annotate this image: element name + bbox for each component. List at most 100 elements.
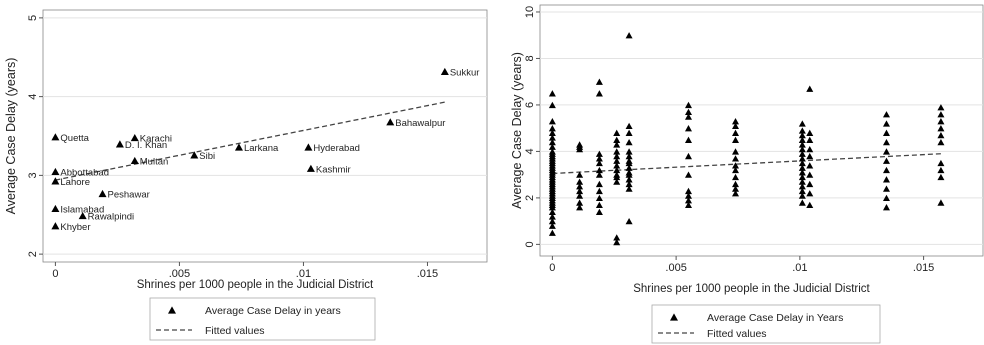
y-tick-label: 4 xyxy=(524,148,536,154)
data-point xyxy=(613,238,621,246)
legend-triangle-icon xyxy=(670,313,678,321)
data-point xyxy=(548,134,556,141)
data-point xyxy=(595,166,603,174)
data-point xyxy=(548,204,556,211)
point-label: Sukkur xyxy=(450,67,480,78)
point-label: Abbottabad xyxy=(60,167,109,178)
data-point xyxy=(576,204,584,211)
data-point xyxy=(386,118,395,126)
data-point xyxy=(806,180,814,188)
data-point xyxy=(684,187,692,195)
point-label: Islamabad xyxy=(60,204,104,215)
data-point xyxy=(613,129,621,136)
point-label: Sibi xyxy=(199,151,215,162)
data-point xyxy=(613,157,621,164)
data-point xyxy=(732,122,740,130)
data-point xyxy=(798,183,806,190)
x-tick-label: 0 xyxy=(549,262,555,274)
data-point xyxy=(548,217,556,225)
data-point xyxy=(130,156,139,165)
point-label: Rawalpindi xyxy=(88,212,134,223)
data-point xyxy=(732,155,740,162)
point-label: Quetta xyxy=(60,133,89,144)
data-point xyxy=(806,85,814,92)
data-point xyxy=(882,157,890,164)
data-point xyxy=(234,143,243,151)
data-point xyxy=(798,145,806,153)
data-point xyxy=(882,185,890,192)
x-tick-label: .005 xyxy=(665,262,686,274)
legend-label: Average Case Delay in years xyxy=(205,305,341,317)
data-point xyxy=(595,155,603,162)
data-point xyxy=(684,136,692,143)
data-point xyxy=(595,201,603,209)
data-point xyxy=(78,211,87,220)
data-point xyxy=(732,118,740,125)
data-point xyxy=(806,201,814,209)
data-point xyxy=(576,183,584,190)
data-point xyxy=(806,190,814,197)
left-scatter-chart: 2 3 4 5 0 .005 .01 .015 Shrines per 1000 people … xyxy=(4,9,488,341)
data-point xyxy=(806,145,814,153)
data-point xyxy=(625,185,633,192)
data-point xyxy=(732,136,740,143)
right-scatter-chart: 0 2 4 6 8 10 0 .005 .01 .015 Shrines per 1000 peop… xyxy=(510,4,984,344)
data-point xyxy=(798,169,806,176)
data-point xyxy=(576,145,584,153)
data-point xyxy=(576,192,584,199)
data-point xyxy=(51,177,60,185)
data-point xyxy=(684,192,692,199)
data-point xyxy=(548,138,556,146)
fitted-line xyxy=(55,101,445,181)
data-point xyxy=(595,90,603,97)
data-point xyxy=(732,173,740,181)
legend-triangle-icon xyxy=(168,306,176,314)
data-point xyxy=(937,104,945,111)
data-point xyxy=(937,159,945,167)
data-point xyxy=(684,125,692,132)
data-point xyxy=(115,140,124,148)
data-point xyxy=(937,125,945,132)
data-point xyxy=(798,192,806,199)
point-label: Multan xyxy=(140,156,169,167)
data-point xyxy=(798,187,806,195)
legend-box xyxy=(149,297,376,341)
plot-area xyxy=(42,9,488,263)
y-axis-label: Average Case Delay (years) xyxy=(4,58,18,215)
point-label: D. I. Khan xyxy=(125,140,167,151)
data-point xyxy=(798,120,806,127)
x-axis-label: Shrines per 1000 people in the Judicial … xyxy=(137,279,374,291)
data-point xyxy=(625,32,633,39)
data-point xyxy=(613,152,621,160)
data-point xyxy=(798,141,806,148)
plot-area xyxy=(539,4,984,257)
data-point xyxy=(595,187,603,195)
data-point xyxy=(732,190,740,197)
y-tick-label: 2 xyxy=(524,195,536,201)
data-point xyxy=(937,199,945,206)
data-point xyxy=(613,141,621,148)
data-point xyxy=(882,176,890,183)
y-tick-label: 4 xyxy=(27,94,39,100)
data-point xyxy=(684,201,692,209)
data-point xyxy=(595,208,603,215)
data-point xyxy=(548,208,556,215)
data-point xyxy=(798,155,806,162)
data-point xyxy=(625,176,633,183)
data-point xyxy=(613,162,621,169)
point-label: Hyderabad xyxy=(313,143,359,154)
data-point xyxy=(882,204,890,211)
data-point xyxy=(595,171,603,178)
data-point xyxy=(882,148,890,155)
data-point xyxy=(732,162,740,169)
data-point xyxy=(798,131,806,139)
data-point xyxy=(548,90,556,97)
data-point xyxy=(576,178,584,185)
data-point xyxy=(595,194,603,202)
data-point xyxy=(684,197,692,204)
y-tick-label: 5 xyxy=(27,15,39,21)
data-point xyxy=(684,113,692,120)
data-point xyxy=(732,185,740,192)
data-point xyxy=(798,150,806,157)
